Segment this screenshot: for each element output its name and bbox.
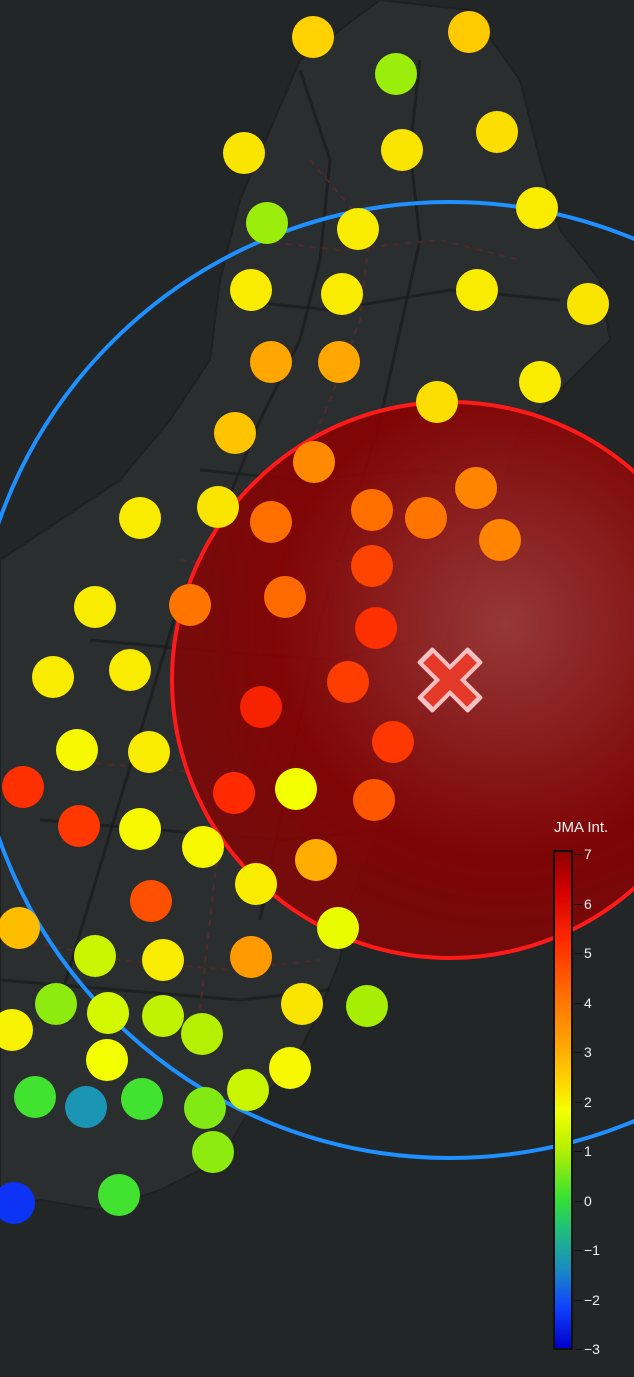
station-marker[interactable] <box>269 1047 311 1089</box>
station-marker[interactable] <box>355 607 397 649</box>
station-marker[interactable] <box>128 731 170 773</box>
legend-tick <box>575 953 583 954</box>
station-marker[interactable] <box>65 1086 107 1128</box>
station-marker[interactable] <box>142 939 184 981</box>
station-marker[interactable] <box>235 863 277 905</box>
station-marker[interactable] <box>87 992 129 1034</box>
station-marker[interactable] <box>519 361 561 403</box>
station-marker[interactable] <box>0 1009 33 1051</box>
station-marker[interactable] <box>0 907 40 949</box>
legend-tick-label: 5 <box>584 945 592 961</box>
legend-tick <box>575 1250 583 1251</box>
station-marker[interactable] <box>317 907 359 949</box>
legend-tick-label: 0 <box>584 1192 592 1209</box>
legend-tick <box>575 1101 583 1103</box>
station-marker[interactable] <box>181 1013 223 1055</box>
legend-tick-label: 6 <box>584 895 592 912</box>
station-marker[interactable] <box>119 808 161 850</box>
station-marker[interactable] <box>240 686 282 728</box>
station-marker[interactable] <box>295 839 337 881</box>
station-marker[interactable] <box>58 805 100 847</box>
station-marker[interactable] <box>250 501 292 543</box>
station-marker[interactable] <box>14 1076 56 1118</box>
station-marker[interactable] <box>292 16 334 58</box>
station-marker[interactable] <box>281 983 323 1025</box>
station-marker[interactable] <box>346 985 388 1027</box>
legend-tick-label: −2 <box>584 1291 600 1308</box>
legend-tick <box>575 1200 583 1202</box>
station-marker[interactable] <box>130 880 172 922</box>
legend-tick <box>575 1299 583 1301</box>
station-markers <box>0 11 609 1224</box>
station-marker[interactable] <box>227 1069 269 1111</box>
station-marker[interactable] <box>405 497 447 539</box>
station-marker[interactable] <box>351 545 393 587</box>
station-marker[interactable] <box>74 935 116 977</box>
station-marker[interactable] <box>223 132 265 174</box>
station-marker[interactable] <box>455 467 497 509</box>
station-marker[interactable] <box>0 1182 35 1224</box>
station-marker[interactable] <box>381 129 423 171</box>
station-marker[interactable] <box>74 586 116 628</box>
station-marker[interactable] <box>182 826 224 868</box>
station-marker[interactable] <box>32 656 74 698</box>
station-marker[interactable] <box>213 772 255 814</box>
station-marker[interactable] <box>197 486 239 528</box>
station-marker[interactable] <box>275 768 317 810</box>
station-marker[interactable] <box>35 983 77 1025</box>
station-marker[interactable] <box>230 936 272 978</box>
station-marker[interactable] <box>337 208 379 250</box>
station-marker[interactable] <box>479 519 521 561</box>
station-marker[interactable] <box>264 576 306 618</box>
legend-tick-label: 7 <box>584 846 592 862</box>
station-marker[interactable] <box>250 341 292 383</box>
station-marker[interactable] <box>321 273 363 315</box>
station-marker[interactable] <box>86 1039 128 1081</box>
legend-tick-label: 1 <box>584 1143 592 1159</box>
legend-tick <box>575 1002 583 1004</box>
legend-tick <box>575 1052 583 1053</box>
station-marker[interactable] <box>416 381 458 423</box>
station-marker[interactable] <box>293 441 335 483</box>
legend-tick <box>575 1349 583 1350</box>
epicenter-x-icon[interactable] <box>399 629 501 731</box>
station-marker[interactable] <box>192 1131 234 1173</box>
station-marker[interactable] <box>516 187 558 229</box>
station-marker[interactable] <box>456 269 498 311</box>
legend-color-bar <box>553 850 573 1350</box>
station-marker[interactable] <box>318 341 360 383</box>
station-marker[interactable] <box>109 649 151 691</box>
station-marker[interactable] <box>2 766 44 808</box>
legend-title: JMA Int. <box>554 819 609 836</box>
station-marker[interactable] <box>169 584 211 626</box>
station-marker[interactable] <box>184 1087 226 1129</box>
p-wave-ring <box>0 200 634 1160</box>
legend-tick-label: −3 <box>584 1341 600 1357</box>
station-marker[interactable] <box>230 269 272 311</box>
station-marker[interactable] <box>327 661 369 703</box>
legend-tick-label: 4 <box>584 994 592 1011</box>
station-marker[interactable] <box>121 1078 163 1120</box>
station-marker[interactable] <box>214 412 256 454</box>
station-marker[interactable] <box>351 489 393 531</box>
station-marker[interactable] <box>98 1174 140 1216</box>
station-marker[interactable] <box>372 721 414 763</box>
legend-tick <box>575 854 583 855</box>
station-marker[interactable] <box>567 283 609 325</box>
legend-tick-label: 3 <box>584 1044 592 1060</box>
station-marker[interactable] <box>246 202 288 244</box>
station-marker[interactable] <box>476 111 518 153</box>
station-marker[interactable] <box>56 729 98 771</box>
station-marker[interactable] <box>119 497 161 539</box>
station-marker[interactable] <box>448 11 490 53</box>
legend-tick <box>575 1151 583 1152</box>
station-marker[interactable] <box>375 53 417 95</box>
station-marker[interactable] <box>353 779 395 821</box>
legend-tick <box>575 903 583 905</box>
legend-tick-label: −1 <box>584 1242 600 1258</box>
legend-tick-label: 2 <box>584 1093 592 1110</box>
station-marker[interactable] <box>142 995 184 1037</box>
